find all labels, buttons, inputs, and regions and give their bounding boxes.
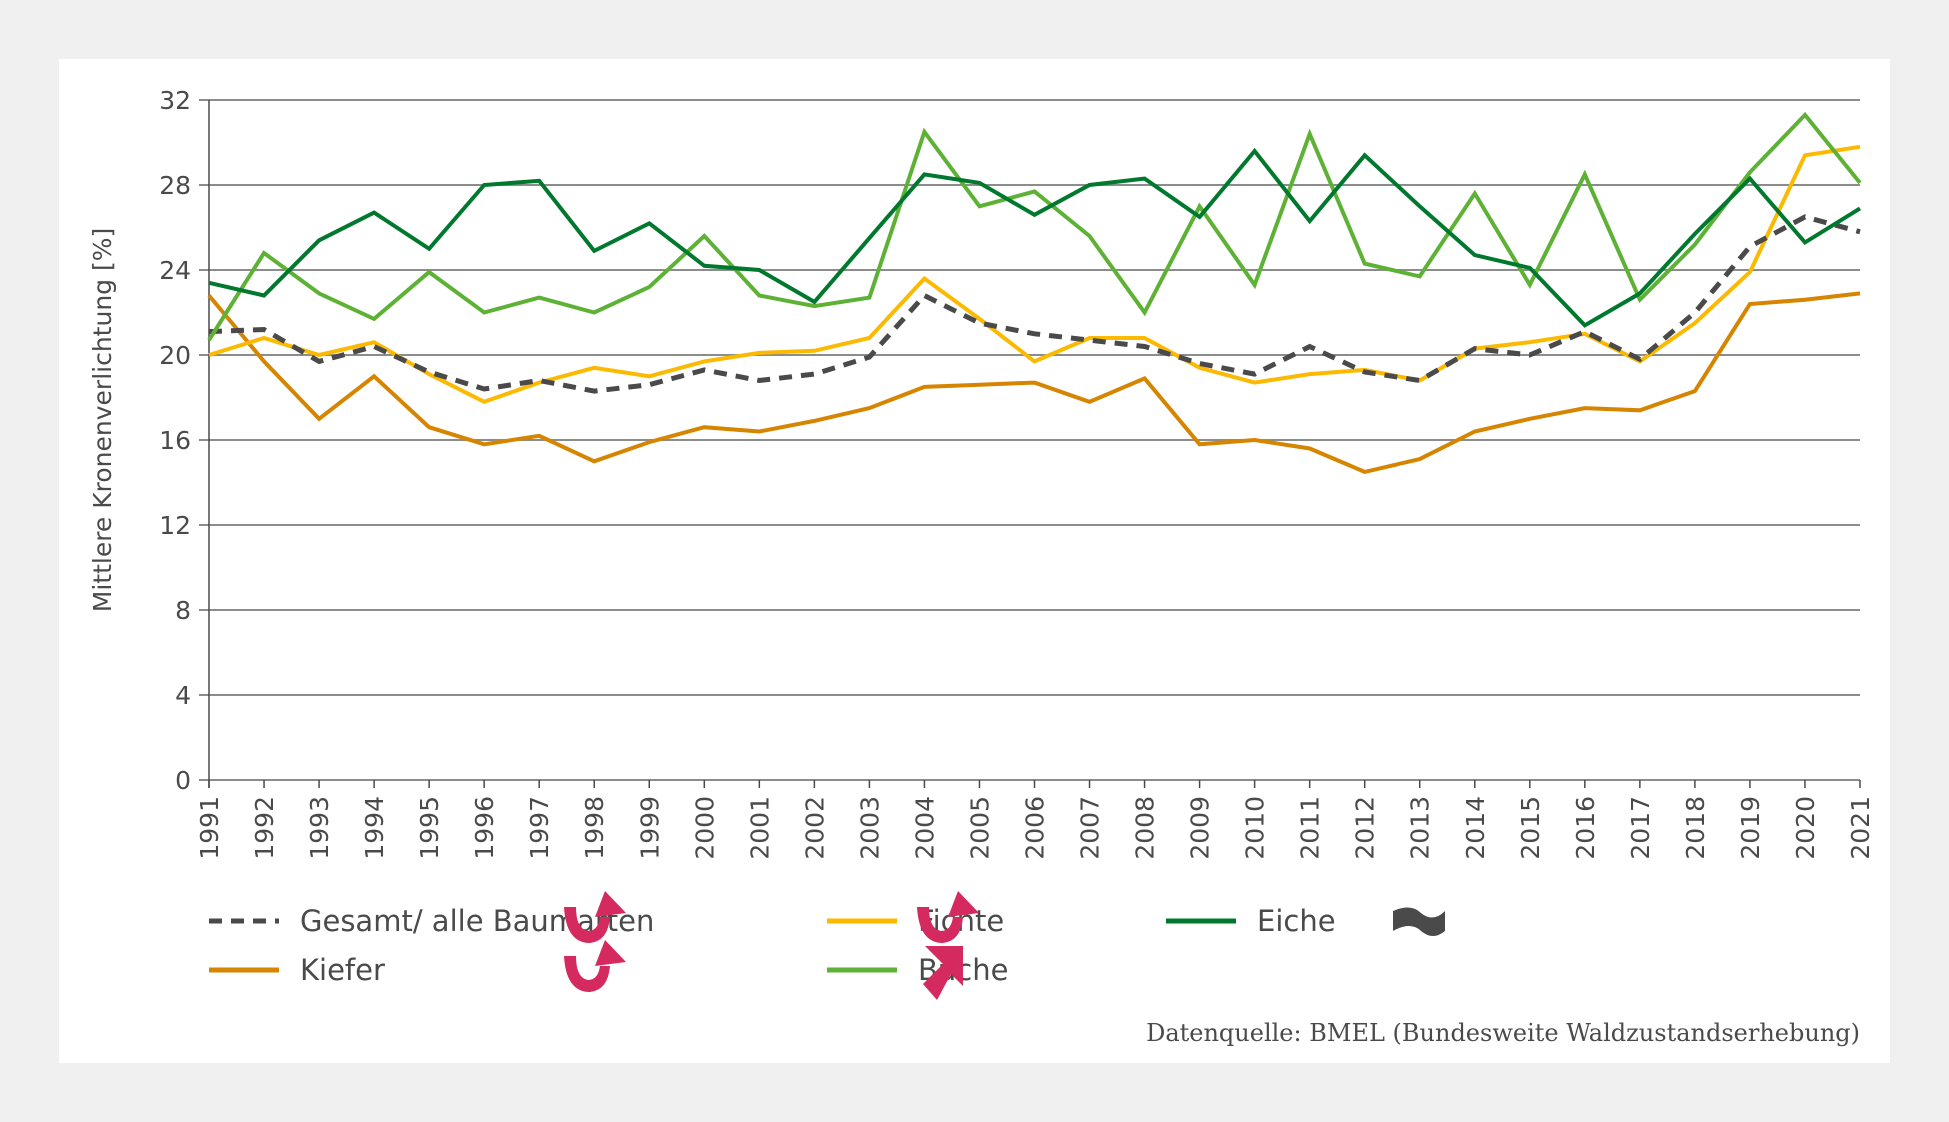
x-tick-label: 2016	[1571, 796, 1600, 860]
x-tick-label: 2004	[910, 796, 939, 860]
series-lines	[207, 111, 1862, 474]
x-tick-label: 1998	[580, 796, 609, 860]
x-tick-label: 2002	[800, 796, 829, 860]
series-line-kiefer	[207, 291, 1861, 474]
x-tick-label: 1993	[305, 796, 334, 860]
x-tick-label: 2010	[1241, 796, 1270, 860]
x-tick-label: 2011	[1296, 796, 1325, 860]
u-turn-up-arrow-icon	[564, 940, 626, 992]
y-tick-label: 4	[175, 681, 191, 710]
wave-flat-icon	[1393, 907, 1445, 936]
chart-card: 0 4 8 12 16 20 24 28 32 1991 1992 1993 1994 1995 1996…	[59, 59, 1890, 1063]
x-tick-label: 2018	[1681, 796, 1710, 860]
x-tick-label: 1999	[635, 796, 664, 860]
x-tick-label: 2007	[1076, 796, 1105, 860]
x-tick-label: 2005	[965, 796, 994, 860]
x-tick-label: 1994	[360, 796, 389, 860]
legend-item: Eiche	[1166, 904, 1445, 938]
legend-item: Gesamt/ alle Baumarten	[209, 891, 654, 943]
x-tick-label: 2014	[1461, 796, 1490, 860]
x-tick-label: 2008	[1131, 796, 1160, 860]
legend: Gesamt/ alle Baumarten Kiefer FichteBuche E…	[209, 891, 1445, 1000]
y-tick-label: 28	[159, 171, 191, 200]
u-turn-up-arrow-icon	[917, 891, 979, 943]
u-turn-up-arrow-icon	[564, 891, 626, 943]
x-tick-label: 2012	[1351, 796, 1380, 860]
legend-item: Buche	[827, 946, 1008, 1000]
x-axis-ticks: 1991 1992 1993 1994 1995 1996 1997 1998 1999 2000…	[195, 780, 1875, 860]
x-tick-label: 2013	[1406, 796, 1435, 860]
y-tick-label: 20	[159, 341, 191, 370]
series-line-gesamt-alle-baumarten	[208, 214, 1861, 394]
legend-label: Kiefer	[300, 953, 385, 987]
x-tick-label: 1996	[470, 796, 499, 860]
y-axis-ticks: 0 4 8 12 16 20 24 28 32	[159, 86, 191, 795]
x-tick-label: 1997	[525, 796, 554, 860]
x-tick-label: 2009	[1186, 796, 1215, 860]
x-tick-label: 2006	[1021, 796, 1050, 860]
series-line-buche	[207, 111, 1862, 342]
series-line-fichte	[208, 144, 1861, 404]
y-tick-label: 12	[159, 511, 191, 540]
y-axis-title: Mittlere Kronenverlichtung [%]	[88, 228, 117, 613]
x-tick-label: 1992	[250, 796, 279, 860]
x-tick-label: 2000	[690, 796, 719, 860]
legend-item: Fichte	[827, 891, 1004, 943]
diagonal-up-arrow-icon	[923, 946, 963, 1000]
gridlines	[199, 99, 1860, 788]
x-tick-label: 2001	[745, 796, 774, 860]
legend-label: Eiche	[1257, 904, 1336, 938]
source-note: Datenquelle: BMEL (Bundesweite Waldzusta…	[1146, 1019, 1860, 1047]
x-tick-label: 2019	[1736, 796, 1765, 860]
y-tick-label: 0	[175, 766, 191, 795]
x-tick-label: 2015	[1516, 796, 1545, 860]
y-tick-label: 24	[159, 256, 191, 285]
x-tick-label: 1995	[415, 796, 444, 860]
x-tick-label: 2020	[1791, 796, 1820, 860]
y-tick-label: 16	[159, 426, 191, 455]
series-line-eiche	[208, 147, 1862, 328]
line-chart: 0 4 8 12 16 20 24 28 32 1991 1992 1993 1994 1995 1996…	[88, 86, 1875, 1047]
x-tick-label: 2021	[1846, 796, 1875, 860]
x-tick-label: 1991	[195, 796, 224, 860]
x-tick-label: 2017	[1626, 796, 1655, 860]
y-tick-label: 32	[159, 86, 191, 115]
x-tick-label: 2003	[855, 796, 884, 860]
y-tick-label: 8	[175, 596, 191, 625]
legend-item: Kiefer	[209, 940, 626, 992]
